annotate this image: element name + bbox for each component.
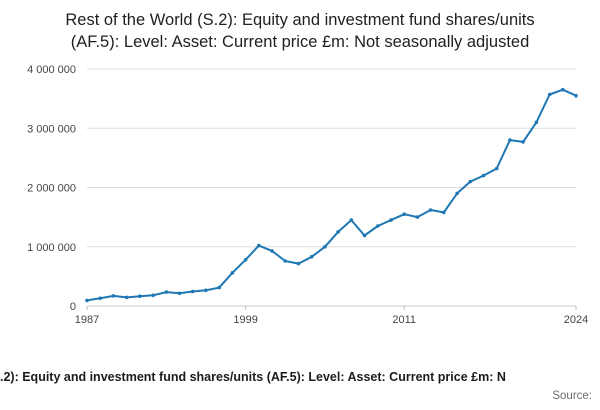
data-point xyxy=(415,214,420,219)
data-point xyxy=(98,296,102,300)
data-point xyxy=(283,258,288,263)
svg-text:1999: 1999 xyxy=(233,314,257,326)
data-point xyxy=(376,223,380,228)
data-point xyxy=(402,211,407,216)
svg-text:2024: 2024 xyxy=(564,314,588,326)
data-point xyxy=(85,298,89,302)
data-point xyxy=(151,293,155,297)
data-point xyxy=(547,92,552,96)
footer-caption: .2): Equity and investment fund shares/u… xyxy=(0,370,506,384)
data-point xyxy=(561,87,565,92)
svg-text:1987: 1987 xyxy=(75,314,99,326)
svg-text:1 000 000: 1 000 000 xyxy=(27,241,76,253)
line-chart: 0 1 000 000 2 000 000 3 000 000 4 000 000 198… xyxy=(27,64,588,326)
data-point xyxy=(257,243,261,247)
data-point xyxy=(204,288,208,292)
data-point xyxy=(138,293,142,298)
data-point xyxy=(574,93,578,98)
data-point xyxy=(336,229,340,234)
data-point xyxy=(455,191,459,195)
gridlines xyxy=(87,68,576,307)
data-point xyxy=(428,207,433,212)
data-point xyxy=(362,233,367,237)
data-point xyxy=(534,120,539,124)
svg-text:0: 0 xyxy=(70,301,76,313)
svg-text:2 000 000: 2 000 000 xyxy=(27,182,76,194)
page-title: Rest of the World (S.2): Equity and inve… xyxy=(65,11,535,51)
source-label: Source: xyxy=(552,390,592,402)
data-series xyxy=(85,87,578,302)
x-axis-labels: 1987 1999 2011 2024 xyxy=(75,305,588,326)
data-point xyxy=(468,179,473,183)
y-axis-labels: 0 1 000 000 2 000 000 3 000 000 4 000 000 xyxy=(27,64,76,313)
data-point xyxy=(270,248,274,253)
data-point xyxy=(323,244,327,249)
data-point xyxy=(309,254,314,259)
data-point xyxy=(296,261,301,265)
data-point xyxy=(111,293,116,298)
svg-text:4 000 000: 4 000 000 xyxy=(27,64,76,76)
data-point xyxy=(217,285,221,289)
data-point xyxy=(230,270,235,275)
data-point xyxy=(521,139,525,144)
svg-text:3 000 000: 3 000 000 xyxy=(27,123,76,135)
data-point xyxy=(124,295,129,299)
data-point xyxy=(164,289,169,294)
data-point xyxy=(494,166,499,170)
data-point xyxy=(481,173,486,177)
data-point xyxy=(442,210,446,214)
data-point xyxy=(389,217,393,222)
data-point xyxy=(243,257,248,262)
data-point xyxy=(177,291,182,295)
series-line xyxy=(86,88,577,301)
data-point xyxy=(508,137,512,142)
data-point xyxy=(349,217,354,222)
data-point xyxy=(190,289,195,293)
svg-text:2011: 2011 xyxy=(392,314,416,326)
